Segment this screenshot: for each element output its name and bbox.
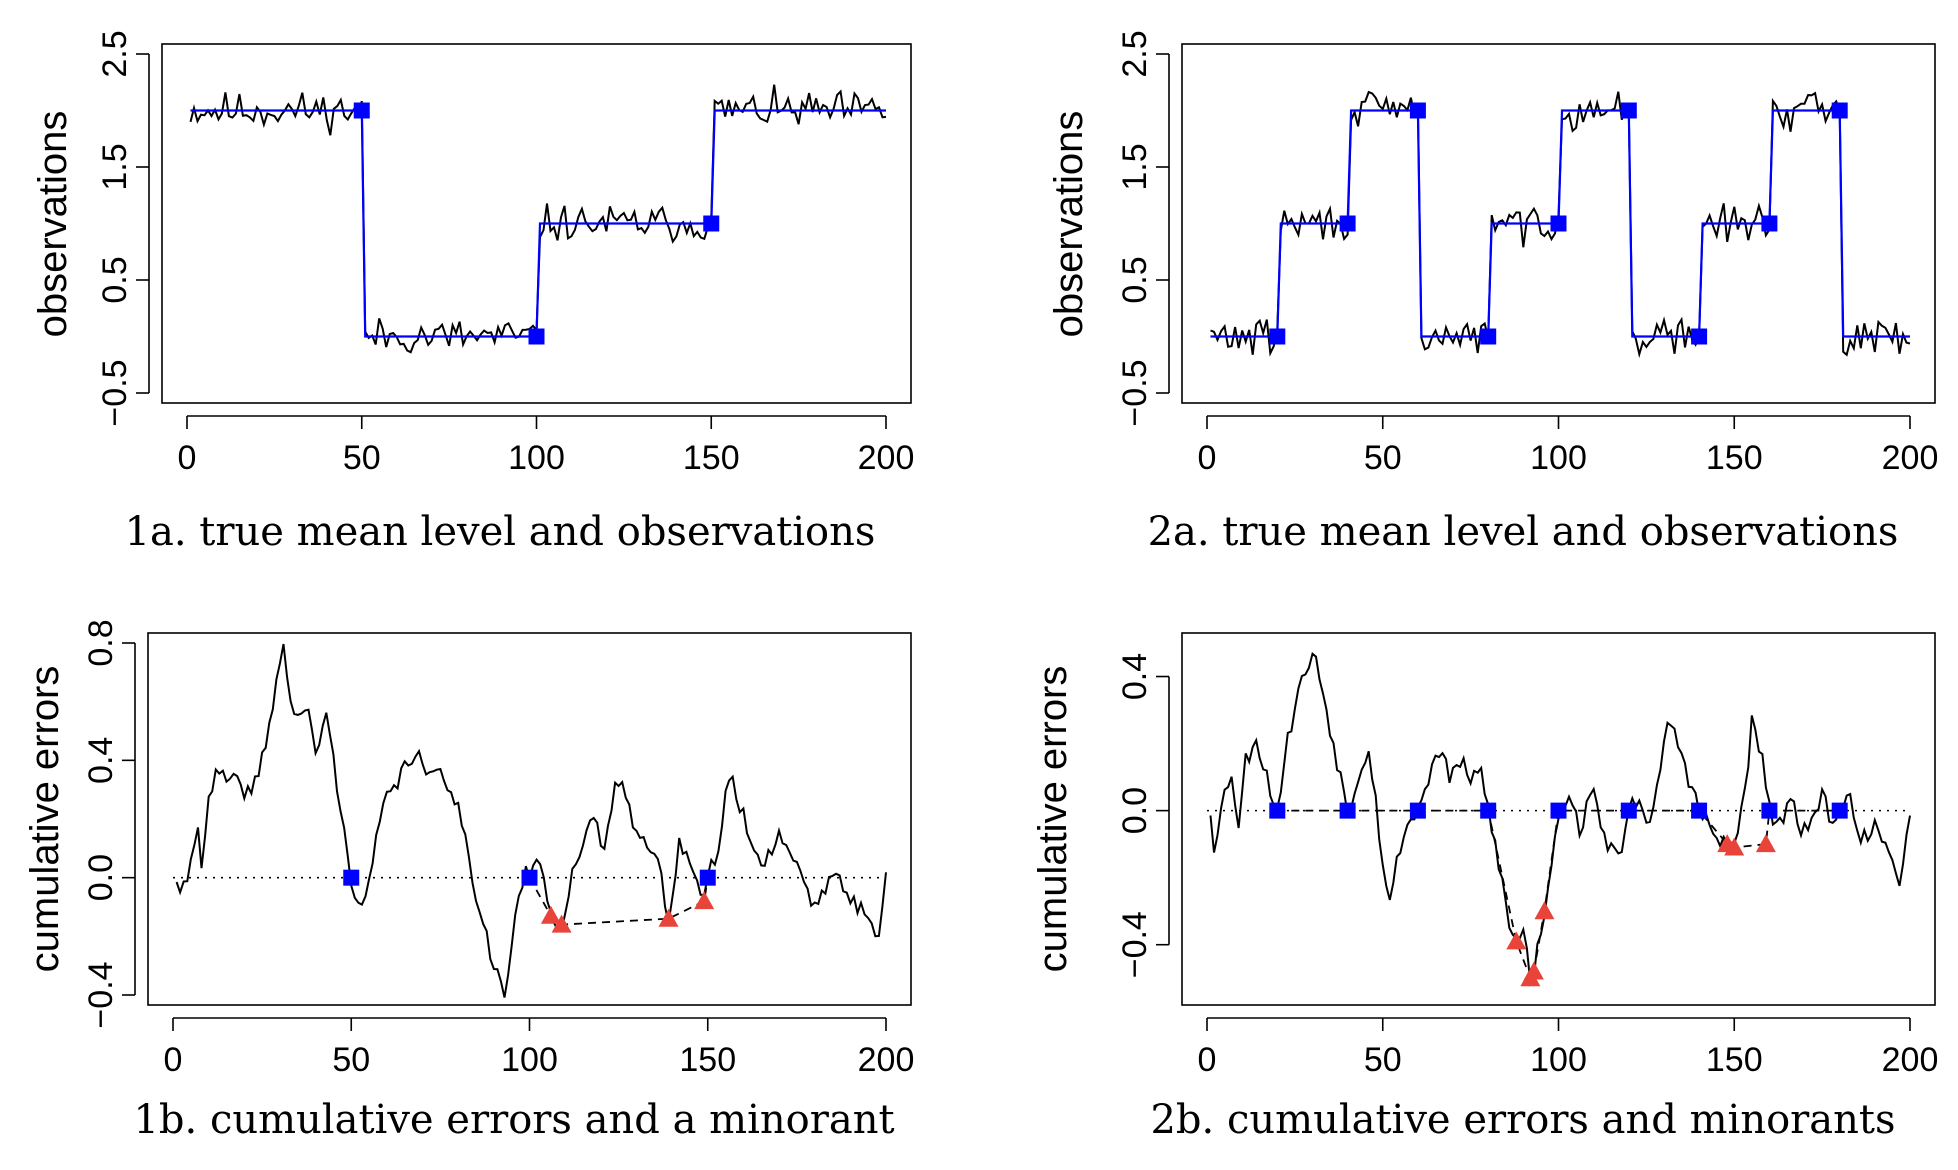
change-point-marker [1339,802,1356,819]
panel-1b: 1b. cumulative errors and a minorant cum… [23,619,914,1143]
panel-caption: 2a. true mean level and observations [1148,509,1899,555]
x-axis: 0 50 100 150 200 [1198,1017,1939,1079]
plot-frame [1181,43,1936,404]
change-point-marker [1620,802,1637,819]
x-tick-label: 200 [1882,1041,1939,1079]
change-point-marker [1480,802,1497,819]
change-point-marker [1269,328,1286,345]
y-axis: −0.4 0.0 0.4 0.8 [82,619,136,1029]
y-tick-label: 0.4 [82,737,120,784]
true-mean-line [190,109,886,338]
x-tick-label: 150 [1706,439,1763,477]
y-tick-label: 2.5 [96,30,134,77]
change-point-marker [1550,802,1567,819]
x-axis: 0 50 100 150 200 [1198,415,1939,477]
y-tick-label: 2.5 [1116,30,1154,77]
x-tick-label: 50 [1364,439,1402,477]
panel-1a: 1a. true mean level and observations obs… [31,30,914,555]
panel-caption: 1b. cumulative errors and a minorant [133,1097,894,1143]
change-point-marker [1831,802,1848,819]
y-axis-label: observations [1047,111,1091,338]
minorant-point-marker [1724,837,1745,856]
change-point-marker [353,102,370,119]
cumulative-errors-series [1209,652,1911,988]
change-point-marker [343,869,360,886]
true-mean-line [1210,109,1910,338]
x-tick-label: 0 [1198,1041,1217,1079]
x-axis: 0 50 100 150 200 [178,415,915,477]
cumulative-errors-series [175,643,887,998]
change-point-marker [1269,802,1286,819]
x-tick-label: 100 [501,1041,558,1079]
x-tick-label: 100 [508,439,565,477]
change-point-marker [1620,102,1637,119]
y-axis-label: cumulative errors [23,666,67,973]
change-point-marker [1691,328,1708,345]
x-tick-label: 150 [1706,1041,1763,1079]
panel-2a: 2a. true mean level and observations obs… [1047,30,1938,555]
change-point-marker [1831,102,1848,119]
panel-caption: 2b. cumulative errors and minorants [1150,1097,1895,1143]
minorant-point-marker [1534,901,1555,920]
y-axis-label: cumulative errors [1031,666,1075,973]
y-tick-label: 0.5 [96,256,134,303]
change-point-marker [1480,328,1497,345]
x-tick-label: 200 [1882,439,1939,477]
minorant-point-marker [658,908,679,927]
x-tick-label: 200 [858,1041,915,1079]
minorant-point-marker [1523,961,1544,980]
x-tick-label: 50 [1364,1041,1402,1079]
y-axis: −0.5 0.5 1.5 2.5 [96,30,150,427]
minorant-point-marker [1755,834,1776,853]
minorant-point-marker [551,914,572,933]
y-tick-label: 1.5 [1116,143,1154,190]
x-tick-label: 50 [343,439,381,477]
y-tick-label: −0.4 [1116,911,1154,978]
x-tick-label: 0 [164,1041,183,1079]
change-point-marker [1339,215,1356,232]
x-tick-label: 0 [178,439,197,477]
change-point-marker [1409,802,1426,819]
x-tick-label: 200 [858,439,915,477]
plot-frame [161,43,912,404]
y-tick-label: −0.5 [96,359,134,426]
y-tick-label: −0.5 [1116,359,1154,426]
minorant-point-marker [540,905,561,924]
y-axis: −0.4 0.0 0.4 [1116,653,1170,978]
y-tick-label: −0.4 [82,961,120,1028]
x-axis: 0 50 100 150 200 [164,1017,915,1079]
y-tick-label: 0.0 [82,854,120,901]
change-point-marker [528,328,545,345]
x-tick-label: 50 [332,1041,370,1079]
minorant-point-marker [1506,931,1527,950]
minorant-point-marker [694,891,715,910]
plot-frame [147,632,912,1006]
change-point-marker [1691,802,1708,819]
x-tick-label: 150 [679,1041,736,1079]
y-axis-label: observations [31,111,75,338]
change-point-marker [1409,102,1426,119]
change-point-marker [1761,215,1778,232]
y-tick-label: 0.8 [82,619,120,666]
y-tick-label: 0.5 [1116,256,1154,303]
plot-frame [1181,632,1936,1006]
x-tick-label: 100 [1530,1041,1587,1079]
x-tick-label: 150 [683,439,740,477]
x-tick-label: 100 [1530,439,1587,477]
change-point-marker [1761,802,1778,819]
panel-2b: 2b. cumulative errors and minorants cumu… [1031,632,1939,1143]
change-point-marker [699,869,716,886]
minorant-line [1277,809,1840,981]
y-axis: −0.5 0.5 1.5 2.5 [1116,30,1170,427]
y-tick-label: 0.0 [1116,787,1154,834]
y-tick-label: 0.4 [1116,653,1154,700]
panel-caption: 1a. true mean level and observations [125,509,876,555]
change-point-marker [1550,215,1567,232]
x-tick-label: 0 [1198,439,1217,477]
y-tick-label: 1.5 [96,143,134,190]
change-point-marker [521,869,538,886]
change-point-marker [703,215,720,232]
